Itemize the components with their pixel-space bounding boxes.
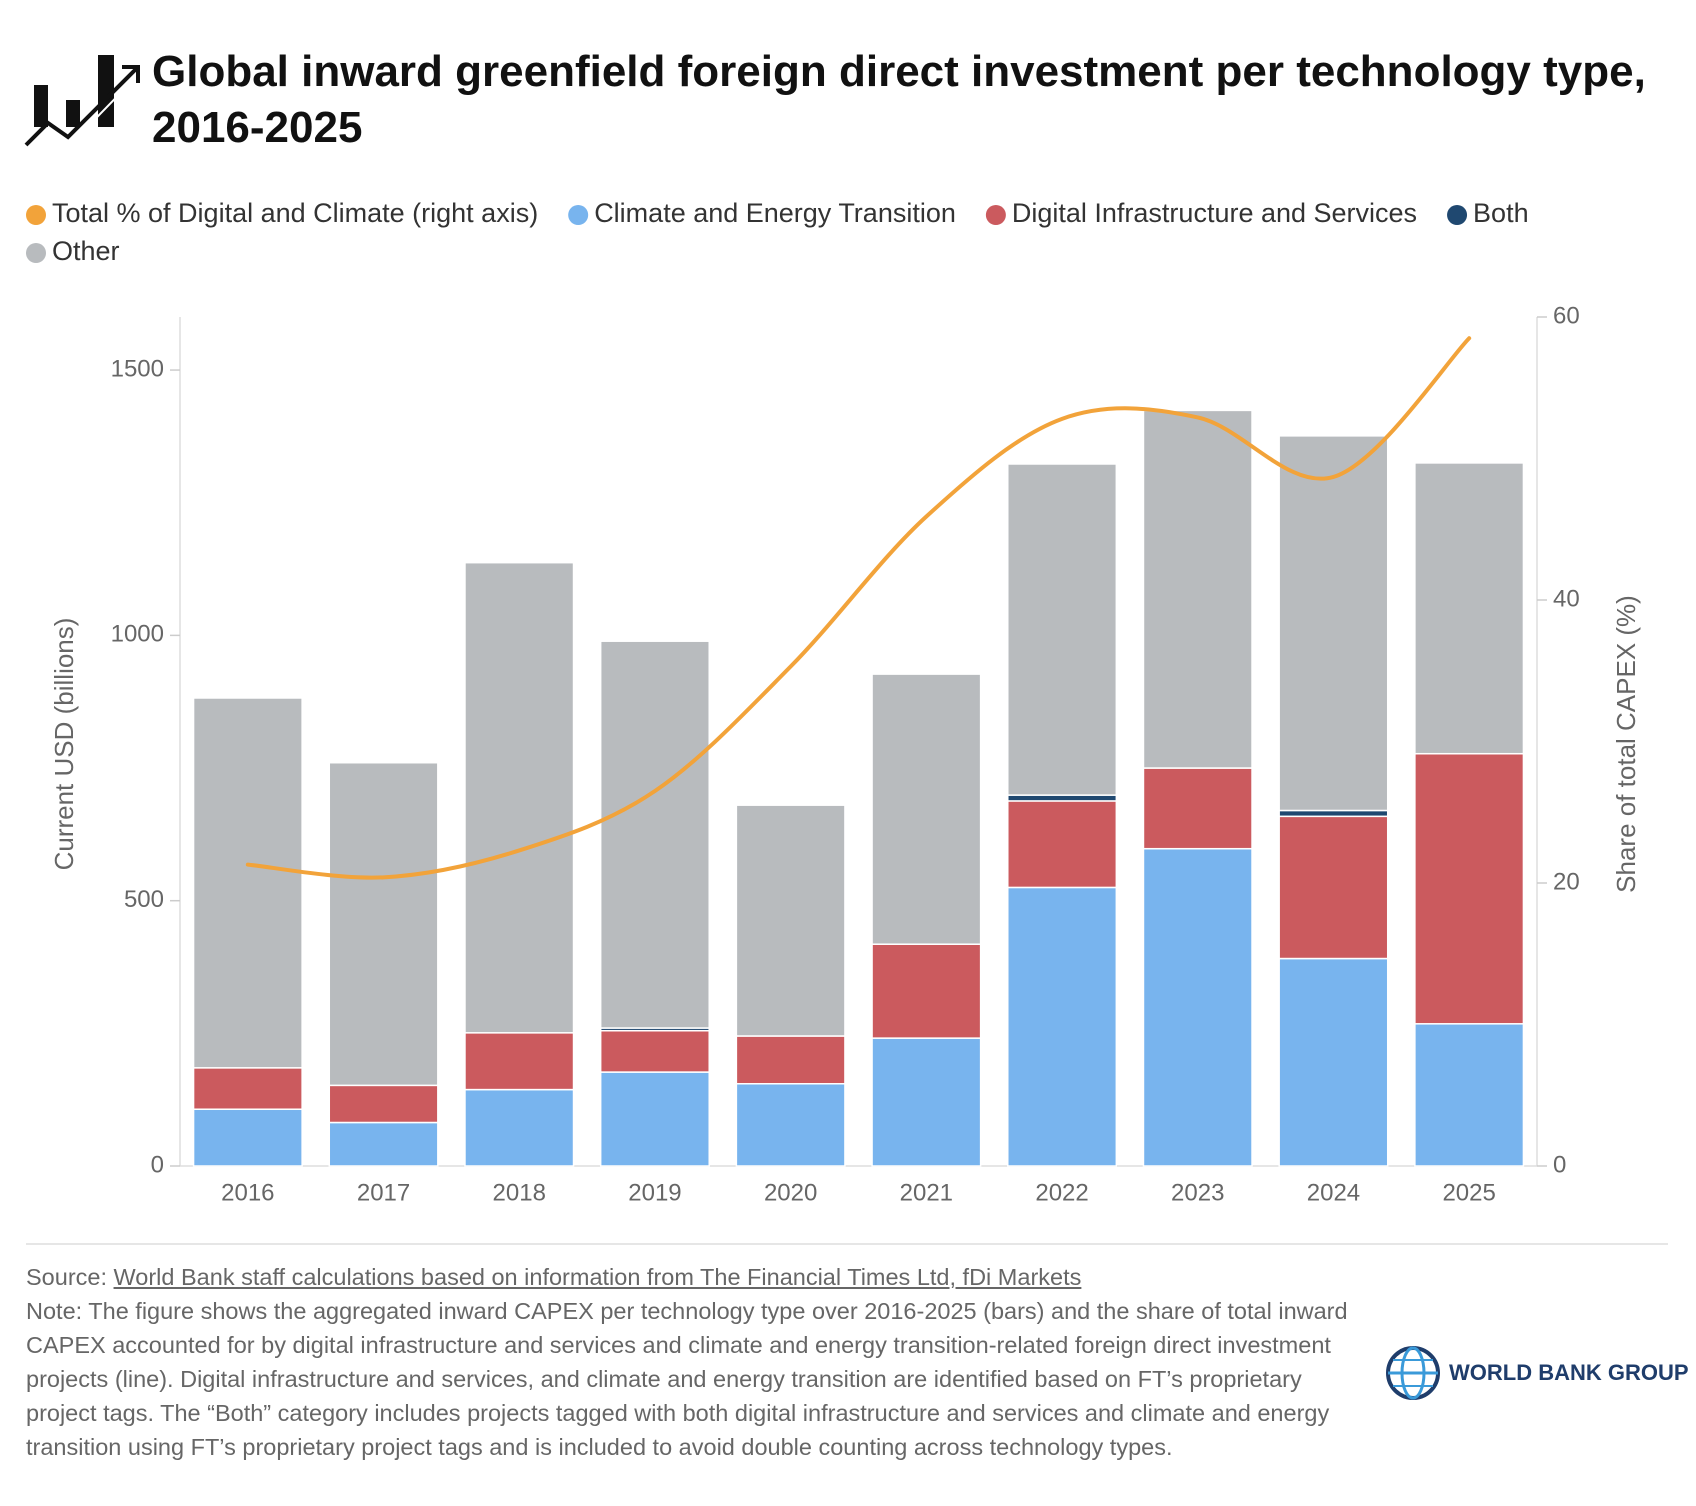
footer: Source: World Bank staff calculations ba…	[26, 1260, 1356, 1464]
bar-segment	[1142, 847, 1253, 1167]
bar-segment	[1142, 409, 1253, 769]
y2-tick-label: 0	[1553, 1151, 1566, 1178]
line	[245, 336, 1472, 880]
bar-segment	[1007, 463, 1118, 796]
y2-tick-label: 40	[1553, 585, 1580, 612]
bar-segment	[464, 1088, 575, 1167]
x-tick-label: 2018	[493, 1179, 546, 1206]
bar-segment	[192, 697, 303, 1069]
y-tick-label: 1500	[111, 355, 164, 382]
logo: WORLD BANK GROUP	[1385, 1345, 1689, 1401]
legend-marker	[26, 243, 46, 263]
bar-segment	[1278, 815, 1389, 960]
y-tick-label: 1000	[111, 621, 164, 648]
bar-segment	[1007, 800, 1118, 889]
source-label: Source:	[26, 1264, 107, 1290]
bar-segment	[599, 1071, 710, 1167]
legend-marker	[26, 205, 46, 225]
bar-segment	[735, 1083, 846, 1167]
bar-segment	[871, 673, 982, 945]
bar-segment	[871, 943, 982, 1039]
x-tick-label: 2023	[1171, 1179, 1224, 1206]
bar-segment	[1414, 1023, 1525, 1167]
x-tick-label: 2022	[1035, 1179, 1088, 1206]
bar-segment	[1142, 767, 1253, 850]
y-axis-title: Current USD (billions)	[49, 618, 79, 871]
bar-segment	[871, 1037, 982, 1167]
y-tick-label: 0	[151, 1151, 164, 1178]
legend-label: Total % of Digital and Climate (right ax…	[52, 198, 538, 228]
bar-segment	[735, 804, 846, 1037]
legend-label: Other	[52, 236, 120, 266]
legend-marker	[568, 205, 589, 225]
bar-segment	[328, 1121, 439, 1167]
x-tick-label: 2025	[1442, 1179, 1495, 1206]
chart: Current USD (billions) Share of total CA…	[26, 198, 1668, 1245]
legend-marker	[985, 205, 1006, 225]
x-tick-label: 2016	[221, 1179, 274, 1206]
bar-segment	[1278, 809, 1389, 818]
x-tick-label: 2020	[764, 1179, 817, 1206]
bar-segment	[599, 640, 710, 1029]
icon	[24, 55, 140, 156]
x-tick-label: 2024	[1307, 1179, 1360, 1206]
bar-segment	[464, 1032, 575, 1091]
x-tick-label: 2019	[628, 1179, 681, 1206]
x-tick-label: 2017	[357, 1179, 410, 1206]
bar-segment	[464, 561, 575, 1034]
bar-segment	[735, 1035, 846, 1085]
logo-text: WORLD BANK GROUP	[1449, 1360, 1689, 1385]
legend-label: Digital Infrastructure and Services	[1012, 198, 1417, 228]
chart-title: Global inward greenfield foreign direct …	[152, 47, 1646, 152]
note: Note: The figure shows the aggregated in…	[26, 1298, 1348, 1460]
bar-segment	[328, 1084, 439, 1124]
bar-segment	[1278, 957, 1389, 1167]
source-link[interactable]: World Bank staff calculations based on i…	[113, 1264, 1082, 1290]
x-tick-label: 2021	[900, 1179, 953, 1206]
bar-segment	[1007, 794, 1118, 802]
y-tick-label: 500	[124, 886, 164, 913]
bar-segment	[192, 1108, 303, 1167]
legend-marker	[1447, 205, 1468, 225]
legend-label: Both	[1473, 198, 1529, 228]
bar-segment	[1414, 462, 1525, 755]
bar-segment	[1007, 886, 1118, 1167]
bar-segment	[1414, 752, 1525, 1025]
y2-tick-label: 60	[1553, 302, 1580, 329]
legend-label: Climate and Energy Transition	[594, 198, 956, 228]
bar-segment	[1278, 435, 1389, 812]
logo-globe	[1386, 1346, 1440, 1400]
bar-segment	[192, 1067, 303, 1110]
bar-segment	[599, 1029, 710, 1073]
bar-segment	[328, 761, 439, 1087]
y2-tick-label: 20	[1553, 868, 1580, 895]
y2-axis-title: Share of total CAPEX (%)	[1611, 595, 1641, 893]
